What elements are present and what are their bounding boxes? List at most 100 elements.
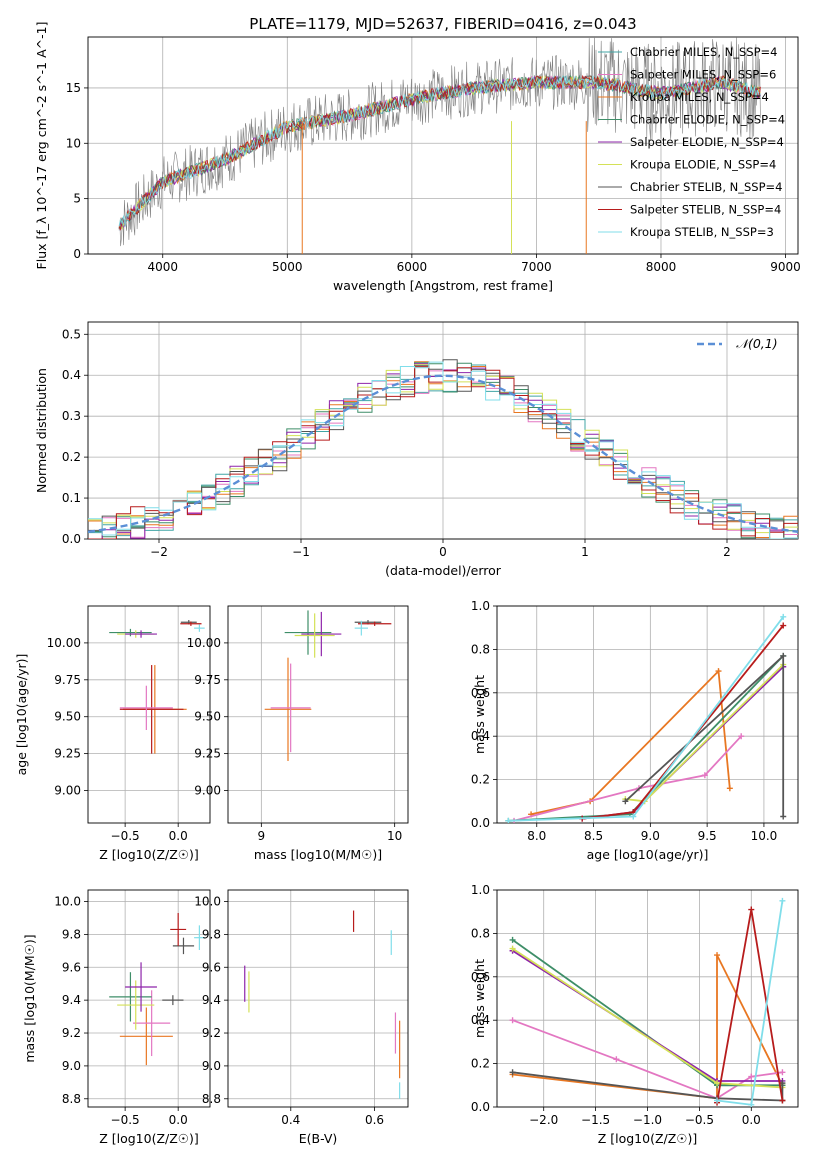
x-axis-label: Z [log10(Z/Z☉)] — [598, 1131, 698, 1146]
y-tick-label: 9.75 — [54, 673, 81, 687]
y-tick-label: 5 — [73, 192, 81, 206]
y-tick-label: 10.00 — [187, 636, 221, 650]
x-axis-label: Z [log10(Z/Z☉)] — [99, 1131, 199, 1146]
y-tick-label: 0.2 — [471, 1057, 490, 1071]
spectrum-lines — [118, 37, 761, 254]
weight-marker — [780, 613, 787, 620]
y-tick-label: 10 — [66, 136, 81, 150]
weight-lines — [505, 613, 787, 823]
y-tick-label: 0.0 — [471, 1100, 490, 1114]
weight-marker — [779, 897, 786, 904]
y-tick-label: 9.0 — [62, 1059, 81, 1073]
x-tick-label: 8.5 — [584, 829, 603, 843]
weight-marker — [622, 798, 629, 805]
y-tick-label: 9.0 — [202, 1059, 221, 1073]
legend-label: Salpeter ELODIE, N_SSP=4 — [630, 135, 784, 149]
y-tick-label: 15 — [66, 81, 81, 95]
weight-marker — [509, 1017, 516, 1024]
x-tick-label: 5000 — [272, 260, 303, 274]
x-tick-label: 0.0 — [169, 1113, 188, 1127]
weight-marker — [714, 1080, 721, 1087]
histogram-step — [88, 361, 798, 539]
y-tick-label: 10.00 — [47, 636, 81, 650]
x-tick-label: 0.6 — [365, 1113, 384, 1127]
x-tick-label: 7000 — [521, 260, 552, 274]
legend-label: Salpeter STELIB, N_SSP=4 — [630, 203, 781, 217]
age-vs-Z-panel: −0.5 0.0 9.00 9.25 9.50 9.75 10.00 Z [log10(Z/Z… — [14, 605, 211, 862]
y-tick-label: 0.1 — [62, 491, 81, 505]
y-tick-label: 9.50 — [54, 710, 81, 724]
legend-label: Kroupa STELIB, N_SSP=3 — [630, 225, 774, 239]
x-tick-label: −1.0 — [633, 1113, 662, 1127]
massweight-vs-Z-panel: −2.0 −1.5 −1.0 −0.5 0.0 0.0 0.2 0.4 0.6 0.8 1.0 Z [… — [471, 883, 799, 1146]
legend-label: Kroupa ELODIE, N_SSP=4 — [630, 158, 776, 172]
weight-marker — [780, 622, 787, 629]
y-axis-label: Flux [f_λ 10^-17 erg cm^-2 s^-1 A^-1] — [34, 22, 49, 270]
x-tick-label: 9.0 — [641, 829, 660, 843]
x-tick-label: 0.0 — [742, 1113, 761, 1127]
y-tick-label: 0.8 — [471, 642, 490, 656]
y-tick-label: 9.4 — [62, 993, 81, 1007]
spectrum-panel: 4000 5000 6000 7000 8000 9000 0 5 10 15 wavelength… — [34, 22, 801, 293]
y-tick-label: 10.0 — [194, 895, 221, 909]
y-tick-label: 0.4 — [62, 368, 81, 382]
x-tick-label: 8000 — [646, 260, 677, 274]
weight-marker — [748, 1073, 755, 1080]
weight-marker — [509, 945, 516, 952]
axes-frame — [227, 889, 409, 1108]
x-tick-label: 9000 — [770, 260, 801, 274]
y-tick-label: 8.8 — [202, 1092, 221, 1106]
weight-lines — [509, 897, 786, 1107]
error-bars — [109, 913, 205, 1066]
age-vs-mass-panel: 9 10 9.00 9.25 9.50 9.75 10.00 mass [log10(M/M☉… — [187, 605, 409, 862]
axes-frame — [227, 605, 409, 824]
mass-vs-EBV-panel: 0.4 0.6 8.8 9.0 9.2 9.4 9.6 9.8 10.0 E(B-V) — [194, 889, 409, 1146]
y-tick-label: 9.25 — [54, 747, 81, 761]
x-tick-label: 9 — [258, 829, 266, 843]
y-tick-label: 9.2 — [202, 1026, 221, 1040]
spectrum-legend: Chabrier MILES, N_SSP=4 Salpeter MILES, N… — [598, 45, 785, 239]
error-bars — [264, 610, 392, 761]
x-axis-label: age [log10(age/yr)] — [587, 847, 709, 862]
weight-marker — [714, 952, 721, 959]
y-tick-label: 0.2 — [62, 450, 81, 464]
x-tick-label: 6000 — [397, 260, 428, 274]
y-tick-label: 0.4 — [471, 729, 490, 743]
axes-frame — [496, 889, 799, 1108]
y-tick-label: 9.8 — [202, 927, 221, 941]
x-tick-label: 2 — [723, 545, 731, 559]
y-axis-label: mass weight — [472, 675, 487, 754]
weight-marker — [780, 813, 787, 820]
y-axis-label: mass weight — [472, 959, 487, 1038]
weight-marker — [509, 936, 516, 943]
x-tick-label: −1 — [292, 545, 310, 559]
y-tick-label: 0.6 — [471, 686, 490, 700]
x-tick-label: −1.5 — [581, 1113, 610, 1127]
y-tick-label: 9.6 — [202, 960, 221, 974]
x-axis-label: Z [log10(Z/Z☉)] — [99, 847, 199, 862]
normal-curve — [88, 374, 798, 533]
y-tick-label: 9.50 — [194, 710, 221, 724]
y-tick-label: 0.5 — [62, 327, 81, 341]
x-axis-label: (data-model)/error — [385, 563, 502, 578]
axes-frame — [87, 605, 211, 824]
y-tick-label: 0.4 — [471, 1013, 490, 1027]
legend-label: Chabrier ELODIE, N_SSP=4 — [630, 113, 785, 127]
y-axis-label: age [log10(age/yr)] — [14, 654, 29, 776]
x-axis-label: wavelength [Angstrom, rest frame] — [333, 278, 553, 293]
x-tick-label: 10 — [387, 829, 402, 843]
y-tick-label: 0.8 — [471, 926, 490, 940]
y-tick-label: 0 — [73, 247, 81, 261]
y-tick-label: 9.6 — [62, 960, 81, 974]
y-tick-label: 1.0 — [471, 599, 490, 613]
weight-marker — [714, 1097, 721, 1104]
x-tick-label: 4000 — [147, 260, 178, 274]
error-bars — [109, 620, 205, 754]
y-tick-label: 1.0 — [471, 883, 490, 897]
axes-frame — [87, 321, 799, 540]
weight-marker — [701, 772, 708, 779]
y-tick-label: 9.25 — [194, 747, 221, 761]
histogram-step — [88, 364, 798, 539]
y-tick-label: 0.3 — [62, 409, 81, 423]
